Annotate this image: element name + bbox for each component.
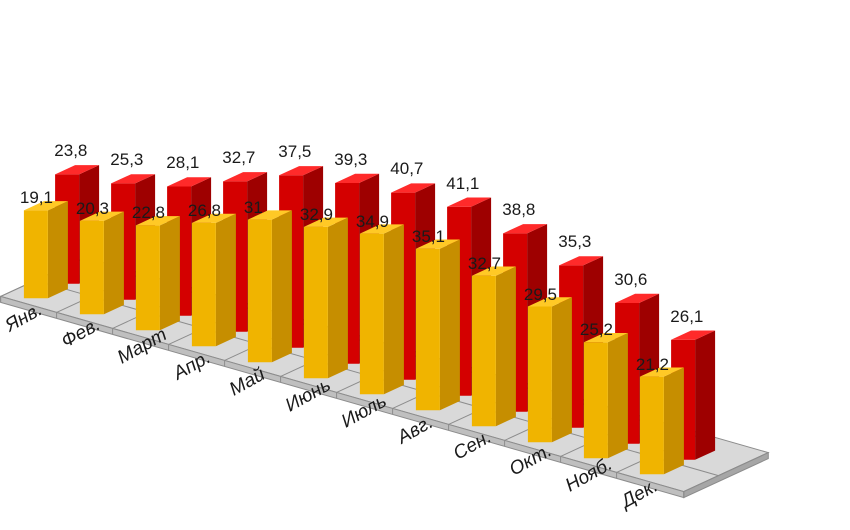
- value-label-back-0: 23,8: [54, 141, 87, 161]
- value-label-back-5: 39,3: [334, 150, 367, 170]
- value-label-front-0: 19,1: [20, 188, 53, 208]
- value-label-back-3: 32,7: [222, 148, 255, 168]
- value-label-front-6: 34,9: [356, 212, 389, 232]
- value-label-back-2: 28,1: [166, 153, 199, 173]
- value-label-front-1: 20,3: [76, 199, 109, 219]
- value-label-front-11: 21,2: [636, 355, 669, 375]
- value-label-back-7: 41,1: [446, 174, 479, 194]
- value-label-back-9: 35,3: [558, 232, 591, 252]
- value-label-front-8: 32,7: [468, 254, 501, 274]
- value-label-front-7: 35,1: [412, 227, 445, 247]
- value-label-back-10: 30,6: [614, 270, 647, 290]
- value-label-front-10: 25,2: [580, 320, 613, 340]
- value-label-back-8: 38,8: [502, 200, 535, 220]
- value-label-back-4: 37,5: [278, 142, 311, 162]
- value-label-back-1: 25,3: [110, 150, 143, 170]
- value-label-front-4: 31: [244, 198, 263, 218]
- monthly-3d-bar-chart: 19,1 23,8 20,3 25,3 22,8 28,1 26,8 32,7 31 37,5 32…: [0, 0, 850, 530]
- value-label-back-11: 26,1: [670, 307, 703, 327]
- value-label-back-6: 40,7: [390, 159, 423, 179]
- value-label-front-3: 26,8: [188, 201, 221, 221]
- value-label-front-2: 22,8: [132, 203, 165, 223]
- value-label-front-9: 29,5: [524, 285, 557, 305]
- value-label-front-5: 32,9: [300, 205, 333, 225]
